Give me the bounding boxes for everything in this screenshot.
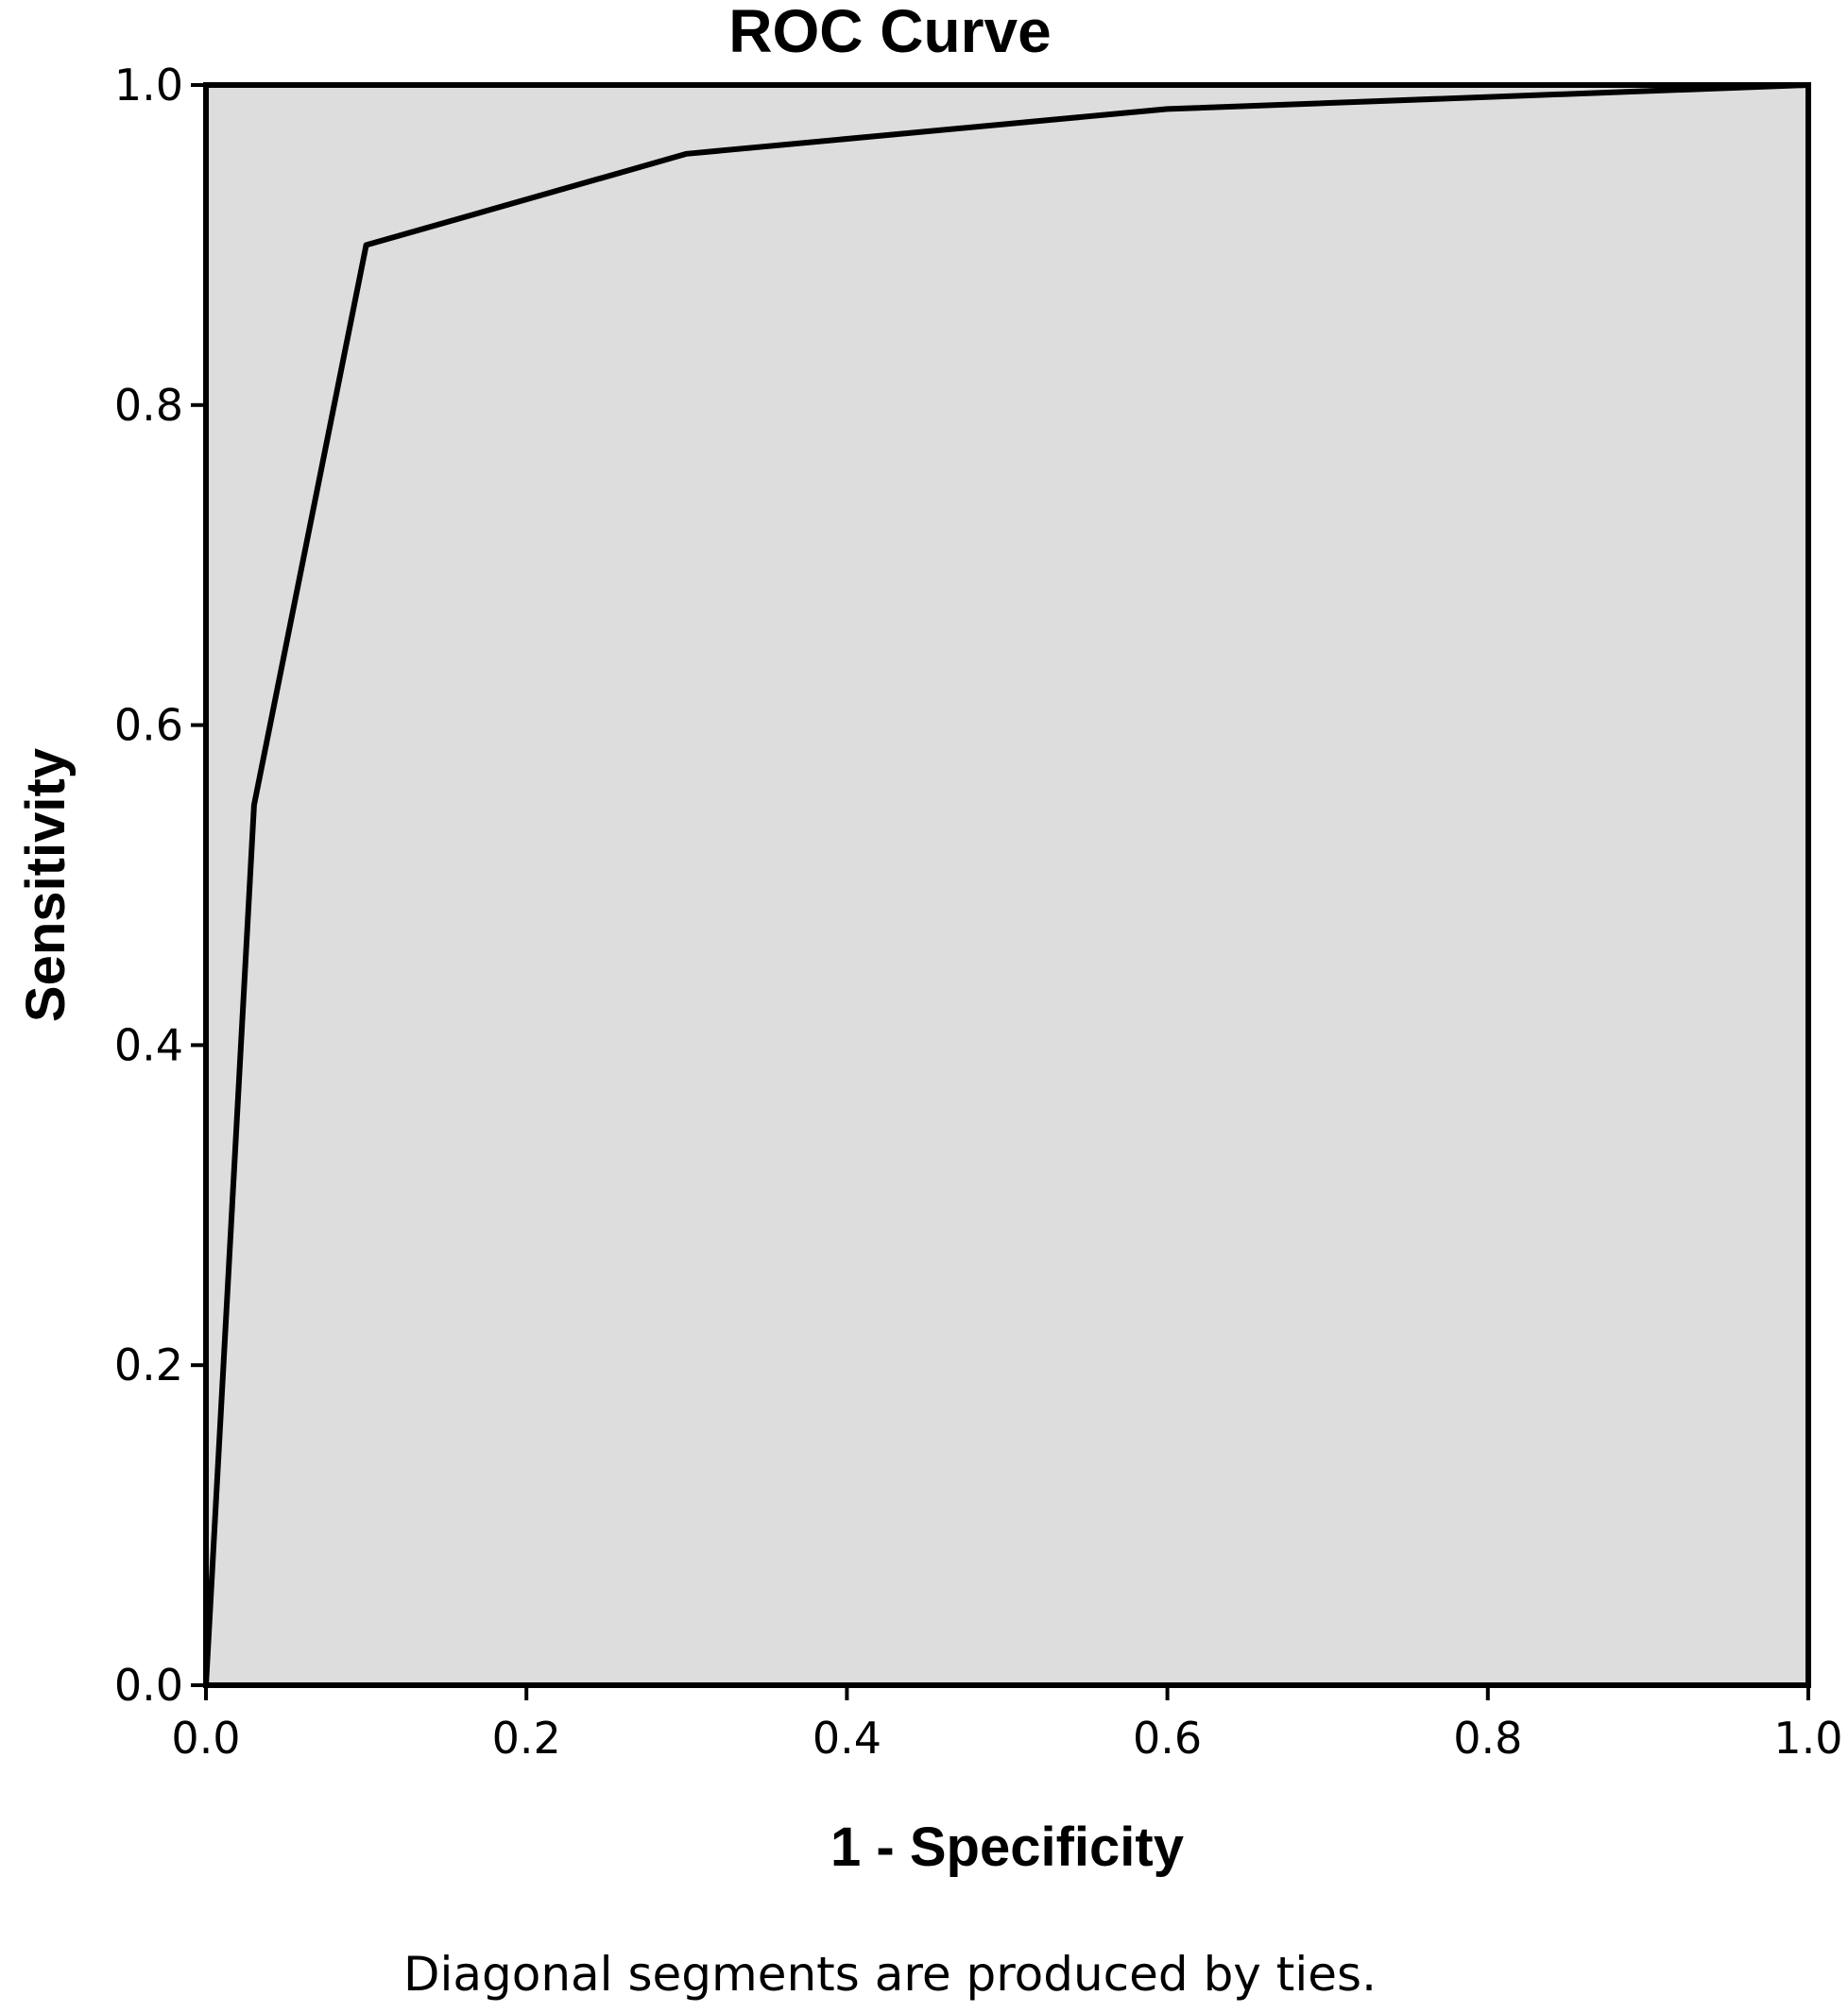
y-tick-label: 0.2 bbox=[114, 1339, 183, 1390]
x-axis-ticks: 0.0 0.2 0.4 0.6 0.8 1.0 bbox=[171, 1685, 1843, 1764]
plot-frame bbox=[203, 82, 1811, 1688]
y-axis-ticks: 0.0 0.2 0.4 0.6 0.8 1.0 bbox=[114, 60, 206, 1711]
y-tick-label: 0.0 bbox=[114, 1660, 183, 1711]
y-tick-label: 0.6 bbox=[114, 700, 183, 751]
x-tick-label: 0.8 bbox=[1453, 1713, 1522, 1764]
plot-area bbox=[206, 85, 1808, 1685]
y-tick-label: 1.0 bbox=[114, 60, 183, 111]
y-tick-label: 0.4 bbox=[114, 1019, 183, 1070]
x-axis-label: 1 - Specificity bbox=[830, 1817, 1184, 1878]
x-tick-label: 0.2 bbox=[492, 1713, 561, 1764]
y-axis-label: Sensitivity bbox=[15, 748, 77, 1022]
chart-footnote: Diagonal segments are produced by ties. bbox=[403, 1947, 1377, 2002]
x-tick-label: 0.0 bbox=[171, 1713, 240, 1764]
x-tick-label: 1.0 bbox=[1773, 1713, 1842, 1764]
x-tick-label: 0.4 bbox=[813, 1713, 881, 1764]
x-tick-label: 0.6 bbox=[1133, 1713, 1202, 1764]
chart-title: ROC Curve bbox=[728, 0, 1051, 65]
roc-curve-line bbox=[203, 82, 1809, 1686]
y-tick-label: 0.8 bbox=[114, 380, 183, 431]
